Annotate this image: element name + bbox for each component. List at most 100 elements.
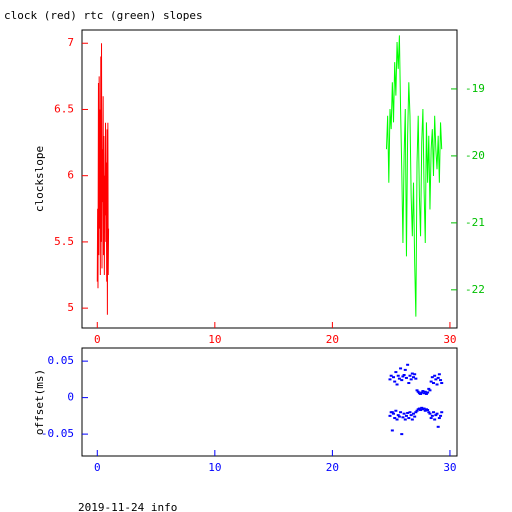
scatter-point [403, 368, 407, 371]
scatter-point [431, 382, 435, 385]
scatter-point [392, 412, 396, 415]
scatter-point [408, 411, 412, 414]
y2-tick-label: -21 [465, 216, 485, 229]
y2-tick-label: -22 [465, 283, 485, 296]
scatter-point [409, 378, 413, 381]
y-tick-label: 0.05 [48, 354, 75, 367]
scatter-point [397, 415, 401, 418]
scatter-point [404, 414, 408, 417]
scatter-point [433, 374, 437, 377]
scatter-point [412, 412, 416, 415]
scatter-point [399, 411, 403, 414]
scatter-point [392, 376, 396, 379]
scatter-point [429, 380, 433, 383]
y-tick-label: 6.5 [54, 102, 74, 115]
scatter-point [419, 409, 423, 412]
scatter-point [410, 418, 414, 421]
y-tick-label: 5 [67, 301, 74, 314]
y-tick-label: 5.5 [54, 235, 74, 248]
series-line [96, 43, 110, 315]
scatter-point [406, 411, 410, 414]
scatter-point [435, 412, 439, 415]
scatter-point [426, 409, 430, 412]
scatter-point [406, 363, 410, 366]
scatter-point [415, 389, 419, 392]
scatter-point [426, 391, 430, 394]
y2-tick-label: -19 [465, 82, 485, 95]
scatter-point [437, 417, 441, 420]
x-tick-label: 30 [443, 461, 456, 474]
scatter-point [404, 376, 408, 379]
scatter-point [409, 414, 413, 417]
scatter-point [431, 411, 435, 414]
scatter-point [419, 392, 423, 395]
scatter-point [423, 390, 427, 393]
scatter-point [400, 433, 404, 436]
scatter-point [401, 375, 405, 378]
scatter-point [434, 378, 438, 381]
scatter-point [402, 374, 406, 376]
x-tick-label: 20 [326, 333, 339, 346]
scatter-point [394, 409, 398, 412]
scatter-point [433, 418, 437, 421]
scatter-point [395, 383, 399, 386]
chart-title: clock (red) rtc (green) slopes [4, 9, 203, 22]
scatter-point [413, 415, 417, 418]
scatter-point [389, 411, 393, 414]
scatter-point [424, 392, 428, 395]
scatter-point [422, 407, 426, 410]
scatter-point [427, 387, 431, 390]
footer: 2019-11-24 info [78, 501, 177, 512]
scatter-point [412, 376, 416, 379]
x-tick-label: 10 [208, 461, 221, 474]
scatter-point [422, 392, 426, 395]
scatter-point [430, 376, 434, 379]
scatter-point [429, 417, 433, 420]
scatter-point [414, 411, 418, 414]
scatter-point [388, 414, 392, 417]
scatter-point [407, 417, 411, 420]
scatter-point [440, 382, 444, 385]
y-tick-label: 6 [67, 169, 74, 182]
x-tick-label: 20 [326, 461, 339, 474]
y2-tick-label: -20 [465, 149, 485, 162]
scatter-point [400, 379, 404, 382]
scatter-point [393, 417, 397, 420]
scatter-point [420, 391, 424, 394]
scatter-point [430, 414, 434, 417]
scatter-point [394, 371, 398, 374]
scatter-point [427, 411, 431, 414]
scatter-point [428, 389, 432, 392]
scatter-point [428, 412, 432, 415]
scatter-point [399, 367, 403, 370]
scatter-point [439, 414, 443, 417]
series-line [385, 35, 443, 317]
scatter-point [390, 429, 394, 432]
scatter-point [423, 409, 427, 412]
y-tick-label: 0 [67, 391, 74, 404]
scatter-point [415, 409, 419, 412]
scatter-point [410, 372, 414, 375]
scatter-point [417, 407, 421, 410]
scatter-point [393, 380, 397, 383]
x-tick-label: 30 [443, 333, 456, 346]
y-tick-label: 7 [67, 36, 74, 49]
x-tick-label: 10 [208, 333, 221, 346]
scatter-point [436, 425, 440, 428]
scatter-point [407, 382, 411, 385]
scatter-point [395, 418, 399, 421]
scatter-point [396, 374, 400, 377]
scatter-point [440, 411, 444, 414]
scatter-point [388, 378, 392, 381]
scatter-point [403, 418, 407, 421]
scatter-point [437, 373, 441, 376]
scatter-point [435, 383, 439, 386]
scatter-point [436, 376, 440, 379]
scatter-point [413, 373, 417, 376]
scatter-point [414, 377, 418, 380]
scatter-point [389, 374, 393, 377]
x-tick-label: 0 [94, 461, 101, 474]
scatter-point [397, 377, 401, 380]
plot-frame [81, 347, 458, 457]
